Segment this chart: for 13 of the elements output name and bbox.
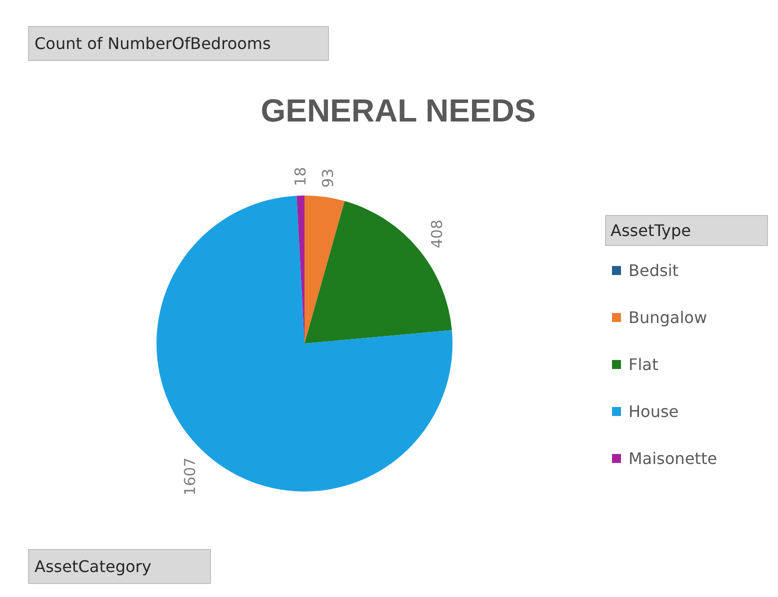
legend-label: Maisonette xyxy=(628,449,718,468)
text: AssetCategory xyxy=(34,557,152,576)
legend-title: AssetType xyxy=(610,221,691,240)
data-label: 93 xyxy=(318,168,337,188)
chart-title: GENERAL NEEDS xyxy=(260,92,536,128)
legend-label: Bedsit xyxy=(628,261,679,280)
legend-label: Bungalow xyxy=(628,308,708,327)
data-label: 18 xyxy=(292,167,310,186)
legend-label: House xyxy=(628,402,679,421)
text: Count of NumberOfBedrooms xyxy=(34,34,271,53)
legend-label: Flat xyxy=(628,355,658,374)
data-label: 408 xyxy=(428,220,446,248)
data-label: 1607 xyxy=(180,457,199,496)
